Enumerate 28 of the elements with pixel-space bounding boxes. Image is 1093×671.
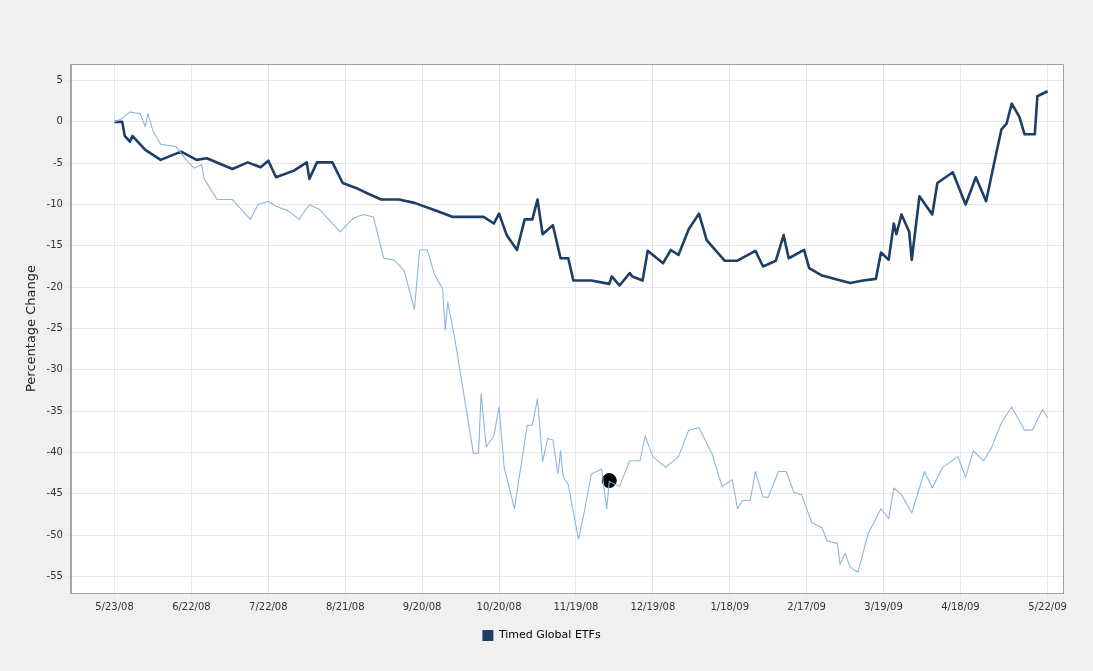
x-tick-label: 2/17/09 (787, 600, 826, 612)
y-tick-label: -20 (46, 280, 63, 292)
y-tick-label: -30 (46, 363, 63, 375)
y-tick-label: 5 (56, 74, 63, 86)
x-tick-label: 5/22/09 (1028, 600, 1067, 612)
x-tick-label: 4/18/09 (941, 600, 980, 612)
x-tick-label: 10/20/08 (476, 600, 522, 612)
x-tick-label: 6/22/08 (172, 600, 211, 612)
y-tick-label: -45 (46, 487, 63, 499)
y-tick-label: -10 (46, 198, 63, 210)
y-axis-title: Percentage Change (23, 264, 39, 393)
legend-label: Timed Global ETFs (497, 628, 601, 642)
y-tick-label: -25 (46, 322, 63, 334)
y-tick-label: -40 (46, 446, 63, 458)
x-tick-label: 9/20/08 (402, 600, 442, 612)
x-tick-label: 11/19/08 (553, 600, 599, 612)
y-tick-label: -50 (46, 528, 63, 540)
y-tick-label: -15 (46, 239, 63, 251)
x-tick-label: 3/19/09 (864, 600, 903, 612)
y-tick-label: -35 (46, 404, 63, 416)
y-tick-label: 0 (56, 115, 63, 127)
y-tick-label: -55 (46, 570, 63, 582)
y-tick-label: -5 (52, 156, 63, 168)
x-tick-label: 7/22/08 (249, 600, 288, 612)
x-tick-label: 1/18/09 (710, 600, 750, 612)
x-tick-label: 5/23/08 (95, 600, 134, 612)
x-tick-label: 12/19/08 (630, 600, 676, 612)
x-tick-label: 8/21/08 (325, 600, 365, 612)
